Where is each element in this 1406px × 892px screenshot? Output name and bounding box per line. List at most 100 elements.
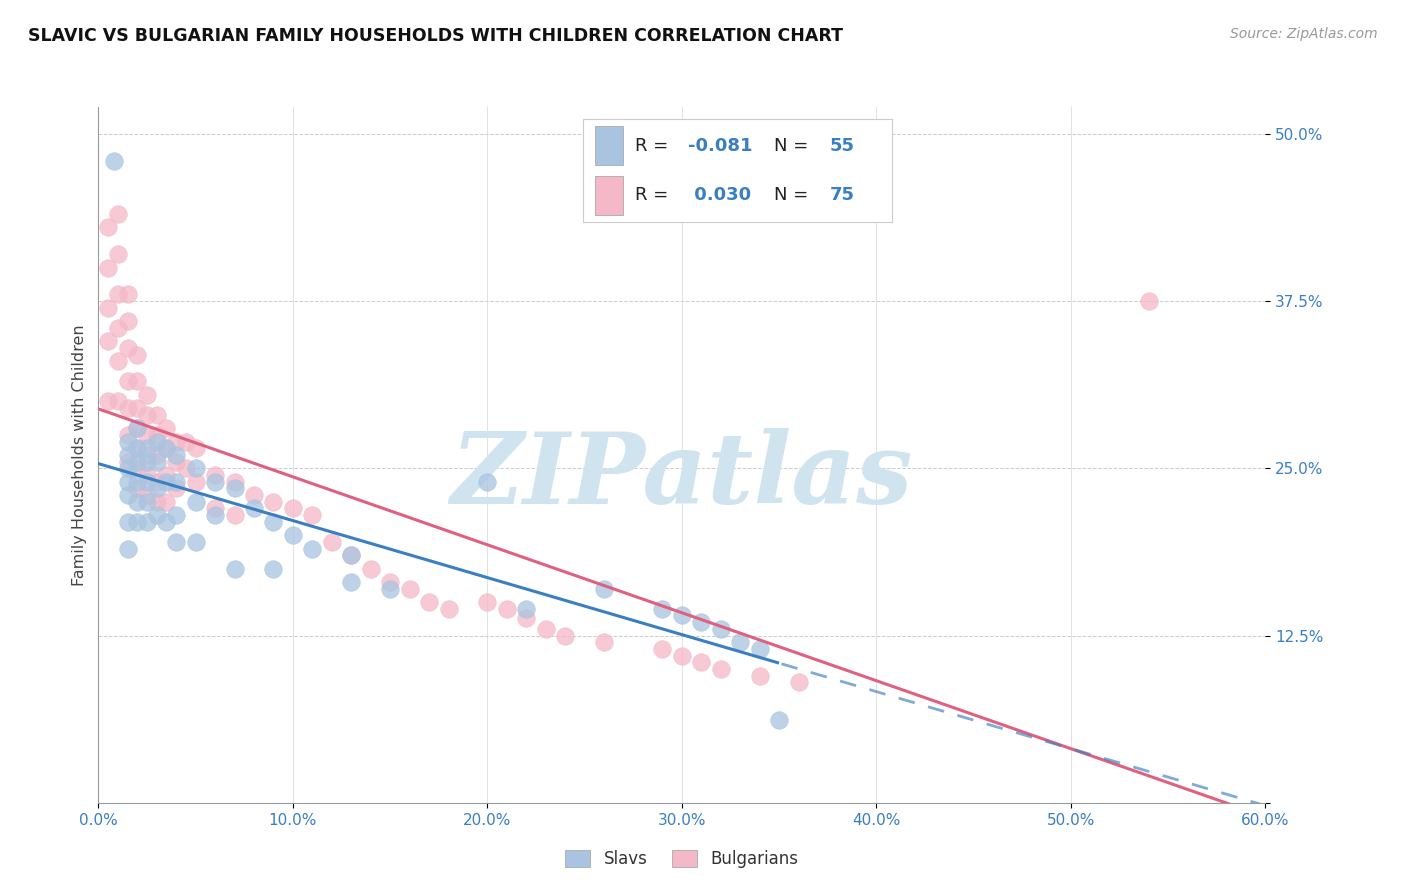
Point bbox=[127, 375, 149, 389]
Point bbox=[107, 247, 129, 261]
Point bbox=[593, 582, 616, 596]
Point bbox=[117, 314, 139, 328]
Point bbox=[748, 669, 770, 683]
Point bbox=[155, 421, 177, 435]
Point bbox=[690, 655, 713, 669]
Point bbox=[165, 448, 187, 462]
Point bbox=[262, 562, 284, 576]
Point bbox=[127, 401, 149, 416]
Point bbox=[107, 207, 129, 221]
Point bbox=[340, 548, 363, 563]
Point bbox=[787, 675, 810, 690]
Point bbox=[117, 488, 139, 502]
Point bbox=[146, 482, 169, 496]
Point bbox=[127, 421, 149, 435]
Point bbox=[117, 475, 139, 489]
Point bbox=[117, 455, 139, 469]
Point bbox=[398, 582, 420, 596]
Point bbox=[321, 535, 343, 549]
Point bbox=[184, 461, 207, 475]
Point bbox=[184, 535, 207, 549]
Point bbox=[534, 622, 557, 636]
Point bbox=[651, 602, 673, 616]
Point bbox=[117, 434, 139, 449]
Point bbox=[437, 602, 460, 616]
Point bbox=[281, 528, 304, 542]
Point bbox=[690, 615, 713, 630]
Point bbox=[378, 582, 402, 596]
Point bbox=[117, 375, 139, 389]
Point bbox=[127, 475, 149, 489]
Point bbox=[136, 488, 159, 502]
Point bbox=[146, 428, 169, 442]
Point bbox=[117, 541, 139, 556]
Point bbox=[146, 494, 169, 508]
Point bbox=[127, 442, 149, 456]
Point bbox=[117, 461, 139, 475]
Point bbox=[155, 442, 177, 456]
Point bbox=[117, 428, 139, 442]
Point bbox=[136, 428, 159, 442]
Point bbox=[127, 461, 149, 475]
Point bbox=[165, 434, 187, 449]
Point bbox=[117, 287, 139, 301]
Point bbox=[146, 408, 169, 422]
Point bbox=[204, 468, 226, 483]
Point bbox=[107, 354, 129, 368]
Point bbox=[477, 475, 499, 489]
Point bbox=[127, 494, 149, 508]
Point bbox=[224, 475, 246, 489]
Point bbox=[155, 515, 177, 529]
Point bbox=[671, 608, 693, 623]
Point bbox=[136, 455, 159, 469]
Point bbox=[360, 562, 382, 576]
Point bbox=[515, 602, 537, 616]
Point bbox=[1137, 294, 1160, 309]
Point bbox=[710, 662, 733, 676]
Point bbox=[155, 475, 177, 489]
Point bbox=[243, 488, 266, 502]
Point bbox=[146, 455, 169, 469]
Point bbox=[97, 334, 120, 349]
Point bbox=[174, 434, 197, 449]
Point bbox=[127, 482, 149, 496]
Point bbox=[204, 501, 226, 516]
Point bbox=[224, 562, 246, 576]
Point bbox=[495, 602, 517, 616]
Point bbox=[117, 341, 139, 355]
Point bbox=[165, 535, 187, 549]
Point bbox=[301, 541, 323, 556]
Point bbox=[117, 515, 139, 529]
Point bbox=[174, 461, 197, 475]
Point bbox=[301, 508, 323, 523]
Point bbox=[127, 515, 149, 529]
Point bbox=[340, 548, 363, 563]
Point bbox=[127, 455, 149, 469]
Point bbox=[730, 635, 752, 649]
Point bbox=[107, 394, 129, 409]
Point bbox=[146, 434, 169, 449]
Text: Source: ZipAtlas.com: Source: ZipAtlas.com bbox=[1230, 27, 1378, 41]
Point bbox=[136, 448, 159, 462]
Text: SLAVIC VS BULGARIAN FAMILY HOUSEHOLDS WITH CHILDREN CORRELATION CHART: SLAVIC VS BULGARIAN FAMILY HOUSEHOLDS WI… bbox=[28, 27, 844, 45]
Point bbox=[136, 408, 159, 422]
Point bbox=[768, 713, 790, 727]
Point bbox=[97, 260, 120, 275]
Point bbox=[165, 508, 187, 523]
Point bbox=[184, 494, 207, 508]
Legend: Slavs, Bulgarians: Slavs, Bulgarians bbox=[558, 843, 806, 874]
Point bbox=[593, 635, 616, 649]
Point bbox=[184, 475, 207, 489]
Point bbox=[136, 494, 159, 508]
Point bbox=[97, 220, 120, 235]
Point bbox=[136, 388, 159, 402]
Point bbox=[127, 421, 149, 435]
Point bbox=[155, 442, 177, 456]
Point bbox=[136, 442, 159, 456]
Point bbox=[107, 287, 129, 301]
Point bbox=[117, 448, 139, 462]
Point bbox=[146, 475, 169, 489]
Point bbox=[165, 482, 187, 496]
Point bbox=[146, 448, 169, 462]
Point bbox=[204, 475, 226, 489]
